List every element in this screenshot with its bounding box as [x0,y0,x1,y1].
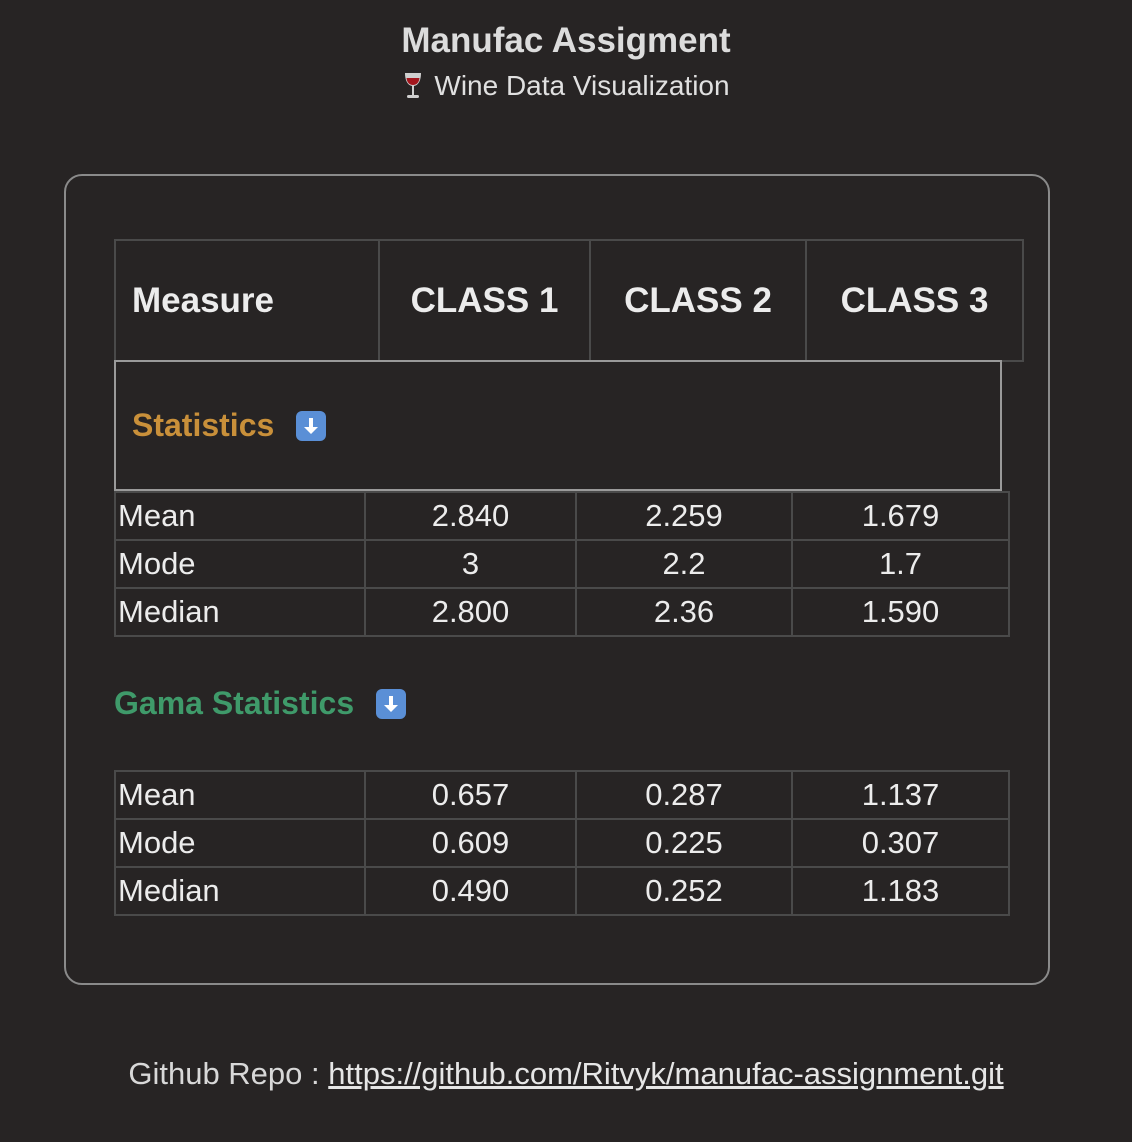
data-card [64,174,1050,985]
down-arrow-icon [296,410,327,441]
table-header: Measure CLASS 1 CLASS 2 CLASS 3 [114,239,1024,362]
app-title: Manufac Assigment [401,21,731,60]
subtitle: Wine Data Visualization [402,66,730,106]
row-label: Mode [114,539,366,589]
column-header-class-3: CLASS 3 [805,239,1024,362]
table-cell: 0.287 [575,770,793,820]
row-label: Mode [114,818,366,868]
statistics-table: Mean 2.840 2.259 1.679 Mode 3 2.2 1.7 Me… [114,491,1010,637]
table-cell: 0.225 [575,818,793,868]
table-cell: 1.183 [791,866,1010,916]
table-row: Mean 2.840 2.259 1.679 [114,491,1010,541]
row-label: Mean [114,491,366,541]
gama-statistics-title: Gama Statistics [114,685,407,722]
github-repo-link[interactable]: https://github.com/Ritvyk/manufac-assign… [328,1056,1004,1091]
table-row: Mean 0.657 0.287 1.137 [114,770,1010,820]
gama-statistics-table: Mean 0.657 0.287 1.137 Mode 0.609 0.225 … [114,770,1010,916]
footer-label: Github Repo : [128,1056,329,1091]
down-arrow-icon [376,688,407,719]
column-header-measure: Measure [114,239,380,362]
table-cell: 1.137 [791,770,1010,820]
table-row: Mode 0.609 0.225 0.307 [114,818,1010,868]
row-label: Median [114,866,366,916]
table-cell: 2.2 [575,539,793,589]
row-label: Median [114,587,366,637]
table-row: Median 0.490 0.252 1.183 [114,866,1010,916]
subtitle-text: Wine Data Visualization [434,70,730,101]
table-cell: 0.657 [364,770,577,820]
statistics-title: Statistics [132,407,327,444]
table-cell: 2.840 [364,491,577,541]
table-row: Mode 3 2.2 1.7 [114,539,1010,589]
wine-glass-icon [405,73,422,98]
table-cell: 0.307 [791,818,1010,868]
table-cell: 1.7 [791,539,1010,589]
table-cell: 2.800 [364,587,577,637]
footer: Github Repo : https://github.com/Ritvyk/… [0,1056,1132,1092]
row-label: Mean [114,770,366,820]
gama-title-text: Gama Statistics [114,685,355,721]
table-row: Median 2.800 2.36 1.590 [114,587,1010,637]
table-cell: 1.590 [791,587,1010,637]
table-cell: 0.490 [364,866,577,916]
table-cell: 0.609 [364,818,577,868]
column-header-class-1: CLASS 1 [378,239,591,362]
table-cell: 1.679 [791,491,1010,541]
table-cell: 0.252 [575,866,793,916]
gama-section-header: Gama Statistics [114,685,407,722]
column-header-class-2: CLASS 2 [589,239,807,362]
statistics-section-header: Statistics [114,360,1002,491]
table-cell: 3 [364,539,577,589]
table-cell: 2.259 [575,491,793,541]
table-cell: 2.36 [575,587,793,637]
statistics-title-text: Statistics [132,407,275,443]
header: Manufac Assigment Wine Data Visualizatio… [0,20,1132,106]
